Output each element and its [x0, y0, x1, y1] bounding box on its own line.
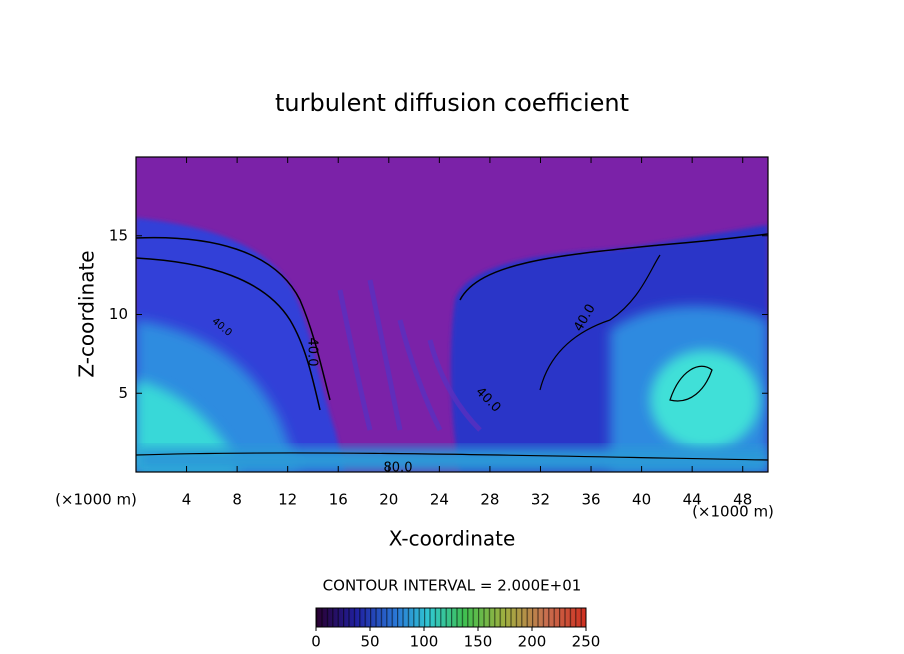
x-tick-label: 28 — [480, 491, 499, 509]
contour-label: 40.0 — [305, 338, 320, 367]
y-tick-label: 15 — [109, 226, 128, 244]
y-tick-label: 10 — [109, 305, 128, 323]
colorbar-tick-label: 200 — [518, 633, 547, 651]
x-axis-label: X-coordinate — [389, 527, 516, 551]
colorbar-tick-label: 50 — [360, 633, 379, 651]
y-tick-label: 5 — [118, 384, 128, 402]
colorbar-cells — [316, 608, 586, 627]
x-tick-label: 12 — [278, 491, 297, 509]
x-tick-label: 48 — [733, 491, 752, 509]
y-axis-label: Z-coordinate — [75, 250, 99, 377]
x-unit-label: (×1000 m) — [55, 491, 137, 509]
x-unit-label: (×1000 m) — [692, 503, 774, 521]
colorbar-tick-label: 150 — [464, 633, 493, 651]
colorbar-tick-label: 0 — [311, 633, 321, 651]
x-tick-label: 20 — [379, 491, 398, 509]
contour-field — [136, 157, 768, 472]
x-tick-label: 36 — [581, 491, 600, 509]
x-tick-label: 24 — [430, 491, 449, 509]
x-tick-label: 32 — [531, 491, 550, 509]
colorbar-frame — [315, 607, 587, 628]
contour-label: 80.0 — [384, 461, 413, 476]
colorbar-tick-label: 250 — [572, 633, 601, 651]
chart-title: turbulent diffusion coefficient — [275, 89, 629, 117]
contour-interval: CONTOUR INTERVAL = 2.000E+01 — [323, 577, 582, 595]
x-tick-label: 40 — [632, 491, 651, 509]
x-tick-label: 8 — [232, 491, 242, 509]
x-tick-label: 4 — [182, 491, 192, 509]
colorbar-tick-label: 100 — [410, 633, 439, 651]
x-tick-label: 44 — [683, 491, 702, 509]
x-tick-label: 16 — [329, 491, 348, 509]
